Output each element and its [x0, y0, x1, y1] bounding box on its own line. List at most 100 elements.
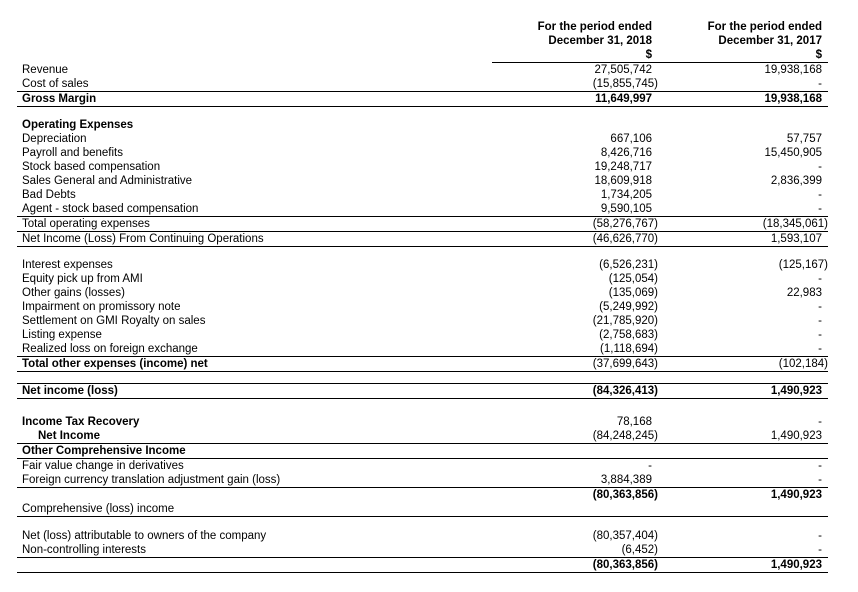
row-label: Stock based compensation [22, 160, 161, 173]
period-line-1-2017: For the period ended [707, 21, 822, 33]
value-2017: - [658, 201, 828, 217]
row-label: Other gains (losses) [22, 287, 125, 299]
value-2018 [492, 443, 658, 459]
table-row: Interest expenses (6,526,231) (125,167) [17, 258, 828, 272]
value-2018 [492, 118, 658, 132]
row-label: Agent - stock based compensation [17, 201, 492, 217]
table-row: (80,363,856) 1,490,923 [17, 557, 828, 573]
value-2017: 1,593,107 [658, 231, 828, 247]
row-label: Comprehensive (loss) income [17, 501, 492, 517]
value-2018: (84,248,245) [492, 428, 658, 444]
value-2017: - [818, 301, 822, 313]
value-2018: 667,106 [610, 132, 652, 145]
value-2018: (6,452) [492, 543, 658, 558]
value-2018: (80,363,856) [492, 557, 658, 573]
row-label: Equity pick up from AMI [22, 273, 143, 285]
row-label: Realized loss on foreign exchange [17, 342, 492, 357]
table-body: Revenue 27,505,742 19,938,168 Cost of sales… [17, 63, 828, 573]
value-2018: (80,363,856) [592, 488, 658, 501]
value-2017 [658, 118, 828, 132]
value-2018: (6,526,231) [599, 259, 658, 271]
spacer-row [17, 399, 828, 415]
row-label: Total operating expenses [17, 216, 492, 232]
value-2018 [492, 501, 658, 517]
table-row: Sales General and Administrative 18,609,9… [17, 174, 828, 188]
value-2018: 8,426,716 [600, 146, 652, 159]
value-2018: 18,609,918 [594, 174, 652, 187]
row-label: Fair value change in derivatives [22, 459, 184, 472]
table-row: Foreign currency translation adjustment … [17, 472, 828, 488]
value-2017: (125,167) [778, 259, 828, 271]
spacer-row [17, 107, 828, 118]
row-label: Payroll and benefits [22, 146, 124, 159]
value-2018: (58,276,767) [492, 216, 658, 232]
value-2017: - [658, 77, 828, 92]
value-2018: (135,069) [608, 287, 658, 299]
row-label: Depreciation [22, 132, 87, 145]
spacer-cell [17, 516, 828, 529]
row-label: Bad Debts [22, 188, 76, 201]
value-2017: 22,983 [786, 287, 822, 299]
table-row: Net (loss) attributable to owners of the… [17, 529, 828, 543]
row-label: Net (loss) attributable to owners of the… [22, 530, 267, 542]
value-2018: (37,699,643) [492, 356, 658, 372]
table-row: Stock based compensation 19,248,717 - [17, 160, 828, 174]
row-label: Net Income (Loss) From Continuing Operat… [17, 231, 492, 247]
table-row: (80,363,856) 1,490,923 [17, 487, 828, 502]
row-label: Revenue [22, 64, 69, 76]
value-2017: 1,490,923 [658, 428, 828, 444]
value-2018: (15,855,745) [492, 77, 658, 92]
value-2017: 1,490,923 [770, 488, 822, 501]
value-2018: (5,249,992) [599, 301, 658, 313]
value-2017: - [818, 273, 822, 285]
row-label: Foreign currency translation adjustment … [17, 472, 492, 488]
value-2018: 3,884,389 [492, 472, 658, 488]
header-label-spacer [17, 20, 492, 63]
table-row: Net income (loss) (84,326,413) 1,490,923 [17, 383, 828, 399]
value-2017: 19,938,168 [764, 64, 822, 76]
spacer-row [17, 246, 828, 258]
row-label [17, 487, 492, 502]
period-line-1-2018: For the period ended [537, 21, 652, 33]
table-row: Income Tax Recovery 78,168 - [17, 415, 828, 429]
value-2018: - [648, 459, 652, 472]
spacer-cell [17, 399, 828, 415]
row-label: Net Income [17, 428, 492, 444]
value-2017: - [818, 329, 822, 341]
table-row: Impairment on promissory note (5,249,992)… [17, 300, 828, 314]
value-2018: 11,649,997 [492, 91, 658, 107]
spacer-cell [17, 107, 828, 118]
table-row: Operating Expenses [17, 118, 828, 132]
table-row: Agent - stock based compensation 9,590,10… [17, 201, 828, 217]
row-label: Total other expenses (income) net [17, 356, 492, 372]
table-row: Net Income (Loss) From Continuing Operat… [17, 231, 828, 247]
spacer-row [17, 372, 828, 384]
value-2017: - [818, 415, 822, 428]
currency-symbol-2017: $ [815, 49, 822, 61]
value-2018: (84,326,413) [492, 383, 658, 399]
table-row: Settlement on GMI Royalty on sales (21,78… [17, 314, 828, 328]
period-line-2-2017: December 31, 2017 [718, 35, 822, 47]
value-2018: (1,118,694) [492, 342, 658, 357]
row-label: Sales General and Administrative [22, 174, 193, 187]
value-2018: 78,168 [616, 415, 652, 428]
spacer-cell [17, 372, 828, 384]
value-2018: (125,054) [608, 273, 658, 285]
row-label: Cost of sales [17, 77, 492, 92]
value-2018: 1,734,205 [600, 188, 652, 201]
value-2018: (46,626,770) [492, 231, 658, 247]
row-label: Net income (loss) [17, 383, 492, 399]
value-2018: 9,590,105 [492, 201, 658, 217]
table-row: Equity pick up from AMI (125,054) - [17, 272, 828, 286]
value-2018: 27,505,742 [594, 64, 652, 76]
value-2017: - [818, 315, 822, 327]
table-row: Total other expenses (income) net (37,699… [17, 356, 828, 372]
spacer-row [17, 516, 828, 529]
table-row: Gross Margin 11,649,997 19,938,168 [17, 91, 828, 107]
value-2018: (2,758,683) [599, 329, 658, 341]
table-row: Fair value change in derivatives - - [17, 458, 828, 473]
table-row: Non-controlling interests (6,452) - [17, 543, 828, 558]
table-row: Other gains (losses) (135,069) 22,983 [17, 286, 828, 300]
value-2017: 15,450,905 [764, 146, 822, 159]
row-label: Non-controlling interests [17, 543, 492, 558]
